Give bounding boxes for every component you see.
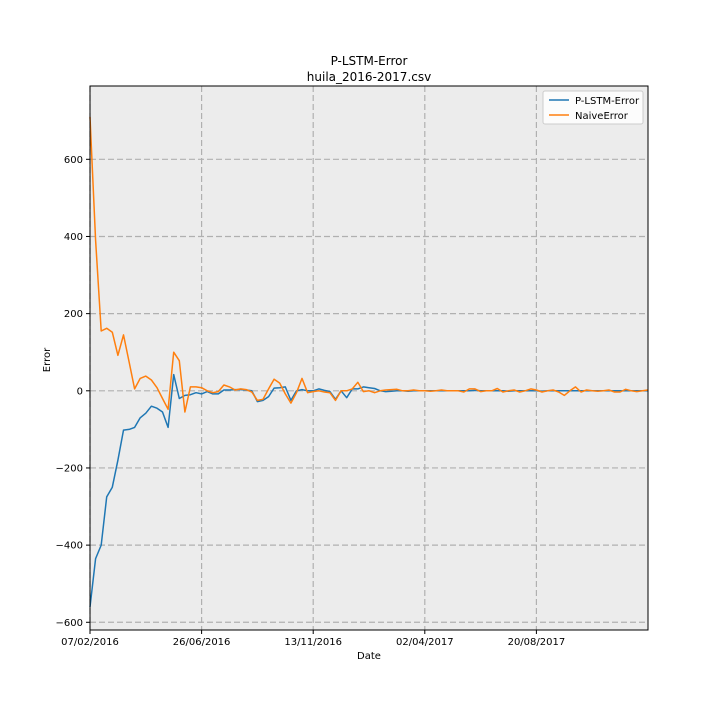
x-tick-label: 02/04/2017 [396,637,454,648]
y-axis-label: Error [42,347,53,372]
x-tick-label: 07/02/2016 [61,637,119,648]
series-layer [89,116,649,607]
legend-label-p-lstm-error: P-LSTM-Error [575,96,640,107]
chart-subtitle: huila_2016-2017.csv [307,70,431,84]
y-axis: 600 400 200 0 −200 −400 −600 [56,155,90,629]
chart-title: P-LSTM-Error [331,54,408,68]
legend-label-naive-error: NaiveError [575,111,629,122]
x-tick-label: 13/11/2016 [284,637,342,648]
x-axis: 07/02/2016 26/06/2016 13/11/2016 02/04/2017… [61,630,565,648]
y-tick-label: −600 [56,618,83,629]
y-tick-label: 600 [64,155,83,166]
y-tick-label: 0 [77,386,83,397]
x-axis-label: Date [357,651,381,662]
y-tick-label: 400 [64,232,83,243]
series-line-naiveerror [89,116,649,413]
x-tick-label: 26/06/2016 [173,637,231,648]
y-tick-label: 200 [64,309,83,320]
legend: P-LSTM-Error NaiveError [542,90,644,125]
x-tick-label: 20/08/2017 [508,637,566,648]
plot-frame [89,85,649,631]
y-tick-label: −200 [56,463,83,474]
y-tick-label: −400 [56,541,83,552]
plot-area [89,85,649,631]
